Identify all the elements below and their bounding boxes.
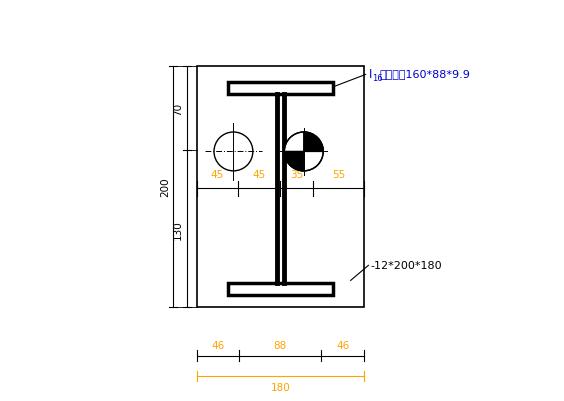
Bar <box>227 283 333 296</box>
Text: 35: 35 <box>290 170 303 180</box>
Text: 工字钢为160*88*9.9: 工字钢为160*88*9.9 <box>379 69 470 79</box>
Bar <box>227 83 333 95</box>
Text: 200: 200 <box>160 177 170 197</box>
Text: 130: 130 <box>173 219 183 239</box>
Ellipse shape <box>284 133 323 172</box>
Bar <box>197 67 364 308</box>
Text: 55: 55 <box>332 170 345 180</box>
Text: 16: 16 <box>372 74 383 83</box>
Text: I: I <box>368 68 372 81</box>
Text: 88: 88 <box>274 340 287 350</box>
Polygon shape <box>284 152 304 172</box>
Text: -12*200*180: -12*200*180 <box>370 261 442 271</box>
Text: 70: 70 <box>173 102 183 115</box>
Polygon shape <box>304 133 323 152</box>
Text: 46: 46 <box>212 340 224 350</box>
Text: 45: 45 <box>253 170 266 180</box>
Text: 180: 180 <box>271 382 290 392</box>
Text: 46: 46 <box>336 340 349 350</box>
Ellipse shape <box>214 133 253 172</box>
Text: 45: 45 <box>211 170 224 180</box>
